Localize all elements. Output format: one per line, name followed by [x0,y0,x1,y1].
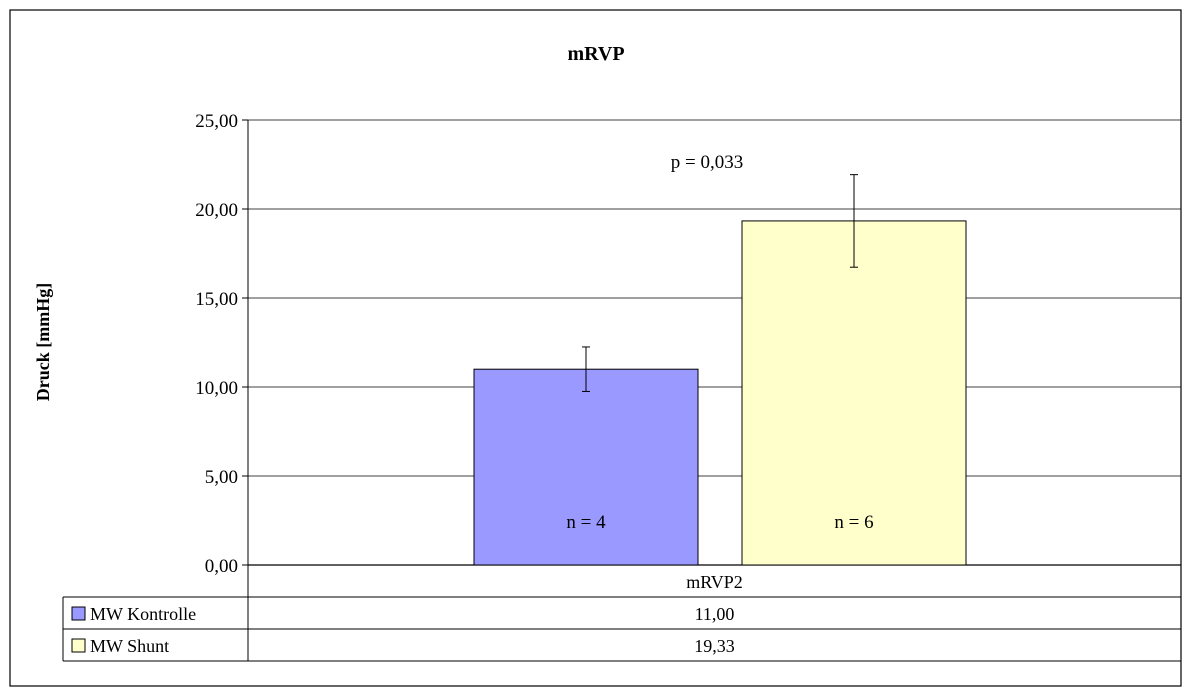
table-value: 19,33 [694,636,735,656]
chart-title: mRVP [567,43,624,65]
bar-shunt [741,220,967,566]
data-table: mRVP2 MW Kontrolle 11,00 MW Shunt 19,33 [62,565,1182,662]
p-value-annotation: p = 0,033 [671,152,743,173]
bar-n-annotation: n = 4 [566,512,606,533]
bar-kontrolle [473,368,699,566]
legend-label: MW Kontrolle [90,604,196,624]
chart-border [9,9,1182,687]
bar-n-annotation: n = 6 [834,512,873,533]
y-tick-label: 15,00 [195,289,238,310]
y-axis-label: Druck [mmHg] [33,283,53,401]
x-category-label: mRVP2 [686,572,743,592]
y-tick-label: 25,00 [195,111,238,132]
gridlines [248,119,1181,477]
y-tick-label: 20,00 [195,200,238,221]
bars: n = 4 n = 6 [473,174,967,566]
table-value: 11,00 [695,604,735,624]
y-tick-label: 10,00 [195,378,238,399]
legend-label: MW Shunt [90,636,169,656]
y-tick-label: 5,00 [205,467,238,488]
legend-swatch [71,606,86,621]
legend-swatch [71,638,86,653]
y-axis: 0,00 5,00 10,00 15,00 20,00 25,00 [195,111,1181,577]
y-tick-label: 0,00 [205,556,238,577]
